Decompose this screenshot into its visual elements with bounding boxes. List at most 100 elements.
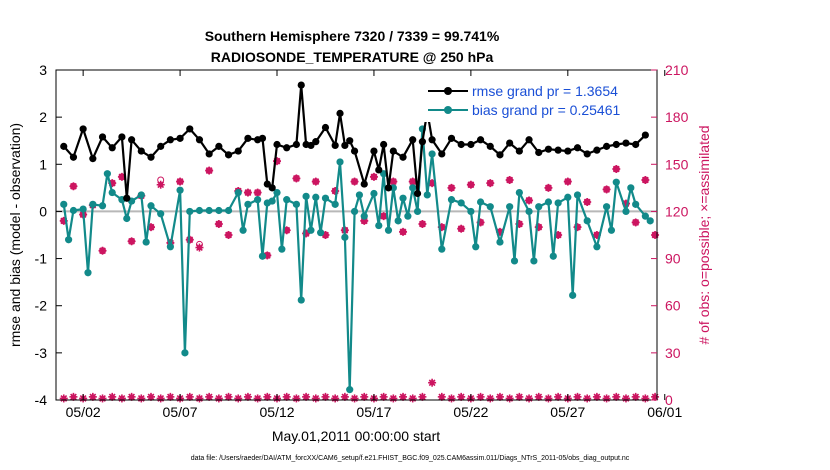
obs-bottom-marker-39-dot bbox=[439, 394, 445, 400]
obs-assimilated-marker-50 bbox=[544, 183, 553, 192]
bias-point-38 bbox=[312, 193, 320, 201]
bias-point-50 bbox=[380, 170, 388, 178]
rmse-point-67 bbox=[602, 142, 611, 150]
legend-bias-marker bbox=[444, 106, 452, 114]
obs-assimilated-marker-16 bbox=[214, 220, 223, 228]
chart-subtitle: RADIOSONDE_TEMPERATURE @ 250 hPa bbox=[211, 49, 494, 65]
obs-assimilated-marker-15 bbox=[205, 166, 214, 175]
data-file-footer: data file: /Users/raeder/DAI/ATM_forcXX/… bbox=[191, 455, 630, 462]
rmse-point-16 bbox=[205, 150, 213, 158]
obs-bottom-marker-58 bbox=[621, 394, 630, 403]
bias-point-80 bbox=[573, 191, 582, 199]
rmse-point-24 bbox=[268, 184, 276, 192]
obs-assimilated-marker-61 bbox=[651, 231, 660, 239]
obs-assimilated-marker-30-dot bbox=[351, 178, 358, 185]
obs-assimilated-marker-36-dot bbox=[410, 178, 416, 185]
obs-bottom-marker-46 bbox=[505, 394, 514, 403]
rmse-point-70 bbox=[632, 140, 640, 149]
rmse-point-3 bbox=[89, 155, 97, 163]
obs-bottom-marker-47-dot bbox=[516, 394, 522, 400]
rmse-point-20 bbox=[244, 134, 252, 142]
bias-point-86 bbox=[622, 207, 630, 216]
obs-bottom-marker-14 bbox=[195, 394, 204, 403]
obs-assimilated-marker-26-dot bbox=[313, 178, 319, 185]
x-tick-label-0: 05/02 bbox=[66, 404, 101, 420]
obs-assimilated-marker-51-dot bbox=[555, 232, 561, 238]
rmse-point-53 bbox=[467, 140, 475, 149]
obs-assimilated-marker-17 bbox=[224, 231, 233, 239]
obs-bottom-marker-8 bbox=[137, 394, 146, 403]
bias-point-21 bbox=[205, 206, 213, 215]
obs-bottom-marker-31-dot bbox=[361, 394, 367, 400]
obs-assimilated-marker-44-dot bbox=[487, 180, 493, 186]
obs-bottom-marker-29-dot bbox=[342, 394, 348, 400]
rmse-point-4 bbox=[98, 133, 107, 141]
rmse-point-12 bbox=[166, 136, 174, 144]
obs-bottom-marker-37-dot bbox=[419, 394, 426, 400]
rmse-point-39 bbox=[370, 147, 378, 155]
obs-bottom-marker-21-dot bbox=[264, 394, 270, 400]
obs-assimilated-marker-60 bbox=[641, 176, 650, 184]
bias-point-78 bbox=[564, 193, 572, 201]
rmse-point-32 bbox=[321, 123, 330, 132]
obs-assimilated-marker-1-dot bbox=[70, 183, 77, 189]
rmse-point-45 bbox=[409, 136, 417, 144]
obs-assimilated-marker-37-dot bbox=[419, 221, 426, 227]
obs-bottom-marker-33-dot bbox=[381, 394, 387, 400]
obs-assimilated-marker-34-dot bbox=[390, 178, 396, 185]
bias-point-66 bbox=[476, 198, 485, 206]
bias-point-22 bbox=[215, 206, 223, 215]
rmse-point-9 bbox=[137, 147, 145, 155]
obs-bottom-marker-59-dot bbox=[633, 394, 639, 400]
bias-point-57 bbox=[413, 207, 422, 216]
bias-point-83 bbox=[602, 203, 611, 211]
obs-bottom-marker-9 bbox=[146, 392, 155, 401]
bias-point-3 bbox=[79, 205, 87, 213]
bias-point-33 bbox=[283, 196, 291, 204]
obs-assimilated-marker-19-dot bbox=[245, 189, 251, 196]
bias-point-61 bbox=[438, 245, 446, 253]
y2-tick-label-2: 60 bbox=[665, 298, 681, 314]
rmse-point-64 bbox=[573, 144, 582, 152]
obs-bottom-marker-61-dot bbox=[652, 394, 658, 400]
obs-bottom-marker-48 bbox=[525, 394, 534, 403]
bias-point-30 bbox=[268, 197, 276, 205]
rmse-point-40 bbox=[375, 166, 383, 174]
y2-tick-label-1: 30 bbox=[665, 345, 681, 361]
rmse-point-55 bbox=[486, 142, 494, 150]
bias-point-8 bbox=[108, 188, 116, 197]
rmse-point-46 bbox=[413, 189, 422, 198]
obs-bottom-marker-45-dot bbox=[497, 394, 503, 400]
obs-assimilated-marker-59-dot bbox=[633, 219, 639, 226]
obs-bottom-marker-27-dot bbox=[322, 394, 329, 400]
rmse-point-0 bbox=[60, 142, 68, 150]
obs-bottom-marker-55-dot bbox=[594, 394, 600, 400]
rmse-point-63 bbox=[564, 147, 572, 155]
obs-bottom-marker-37 bbox=[418, 392, 427, 401]
obs-assimilated-marker-54 bbox=[583, 198, 592, 206]
legend-rmse-marker bbox=[444, 87, 452, 95]
y-tick-label-5: 1 bbox=[39, 156, 47, 172]
obs-bottom-marker-5-dot bbox=[109, 394, 115, 400]
legend-rmse-text: rmse grand pr = 1.3654 bbox=[472, 83, 618, 99]
bias-point-37 bbox=[307, 226, 315, 234]
bias-point-27 bbox=[254, 196, 262, 204]
y-tick-label-2: -2 bbox=[35, 298, 48, 314]
chart-title: Southern Hemisphere 7320 / 7339 = 99.741… bbox=[205, 28, 500, 44]
obs-assimilated-marker-40 bbox=[447, 183, 456, 192]
rmse-point-30 bbox=[307, 141, 315, 150]
rmse-point-50 bbox=[438, 150, 446, 158]
bias-point-2 bbox=[69, 206, 78, 215]
bias-point-76 bbox=[549, 252, 557, 260]
rmse-point-42 bbox=[384, 184, 393, 192]
bias-point-28 bbox=[258, 252, 267, 260]
bias-point-31 bbox=[273, 188, 281, 197]
bias-point-4 bbox=[84, 269, 92, 277]
bias-point-45 bbox=[350, 207, 359, 216]
bias-point-20 bbox=[195, 206, 204, 215]
bias-point-71 bbox=[515, 188, 523, 197]
bias-point-34 bbox=[292, 200, 300, 208]
rmse-point-11 bbox=[157, 142, 165, 150]
rmse-point-66 bbox=[593, 146, 601, 154]
